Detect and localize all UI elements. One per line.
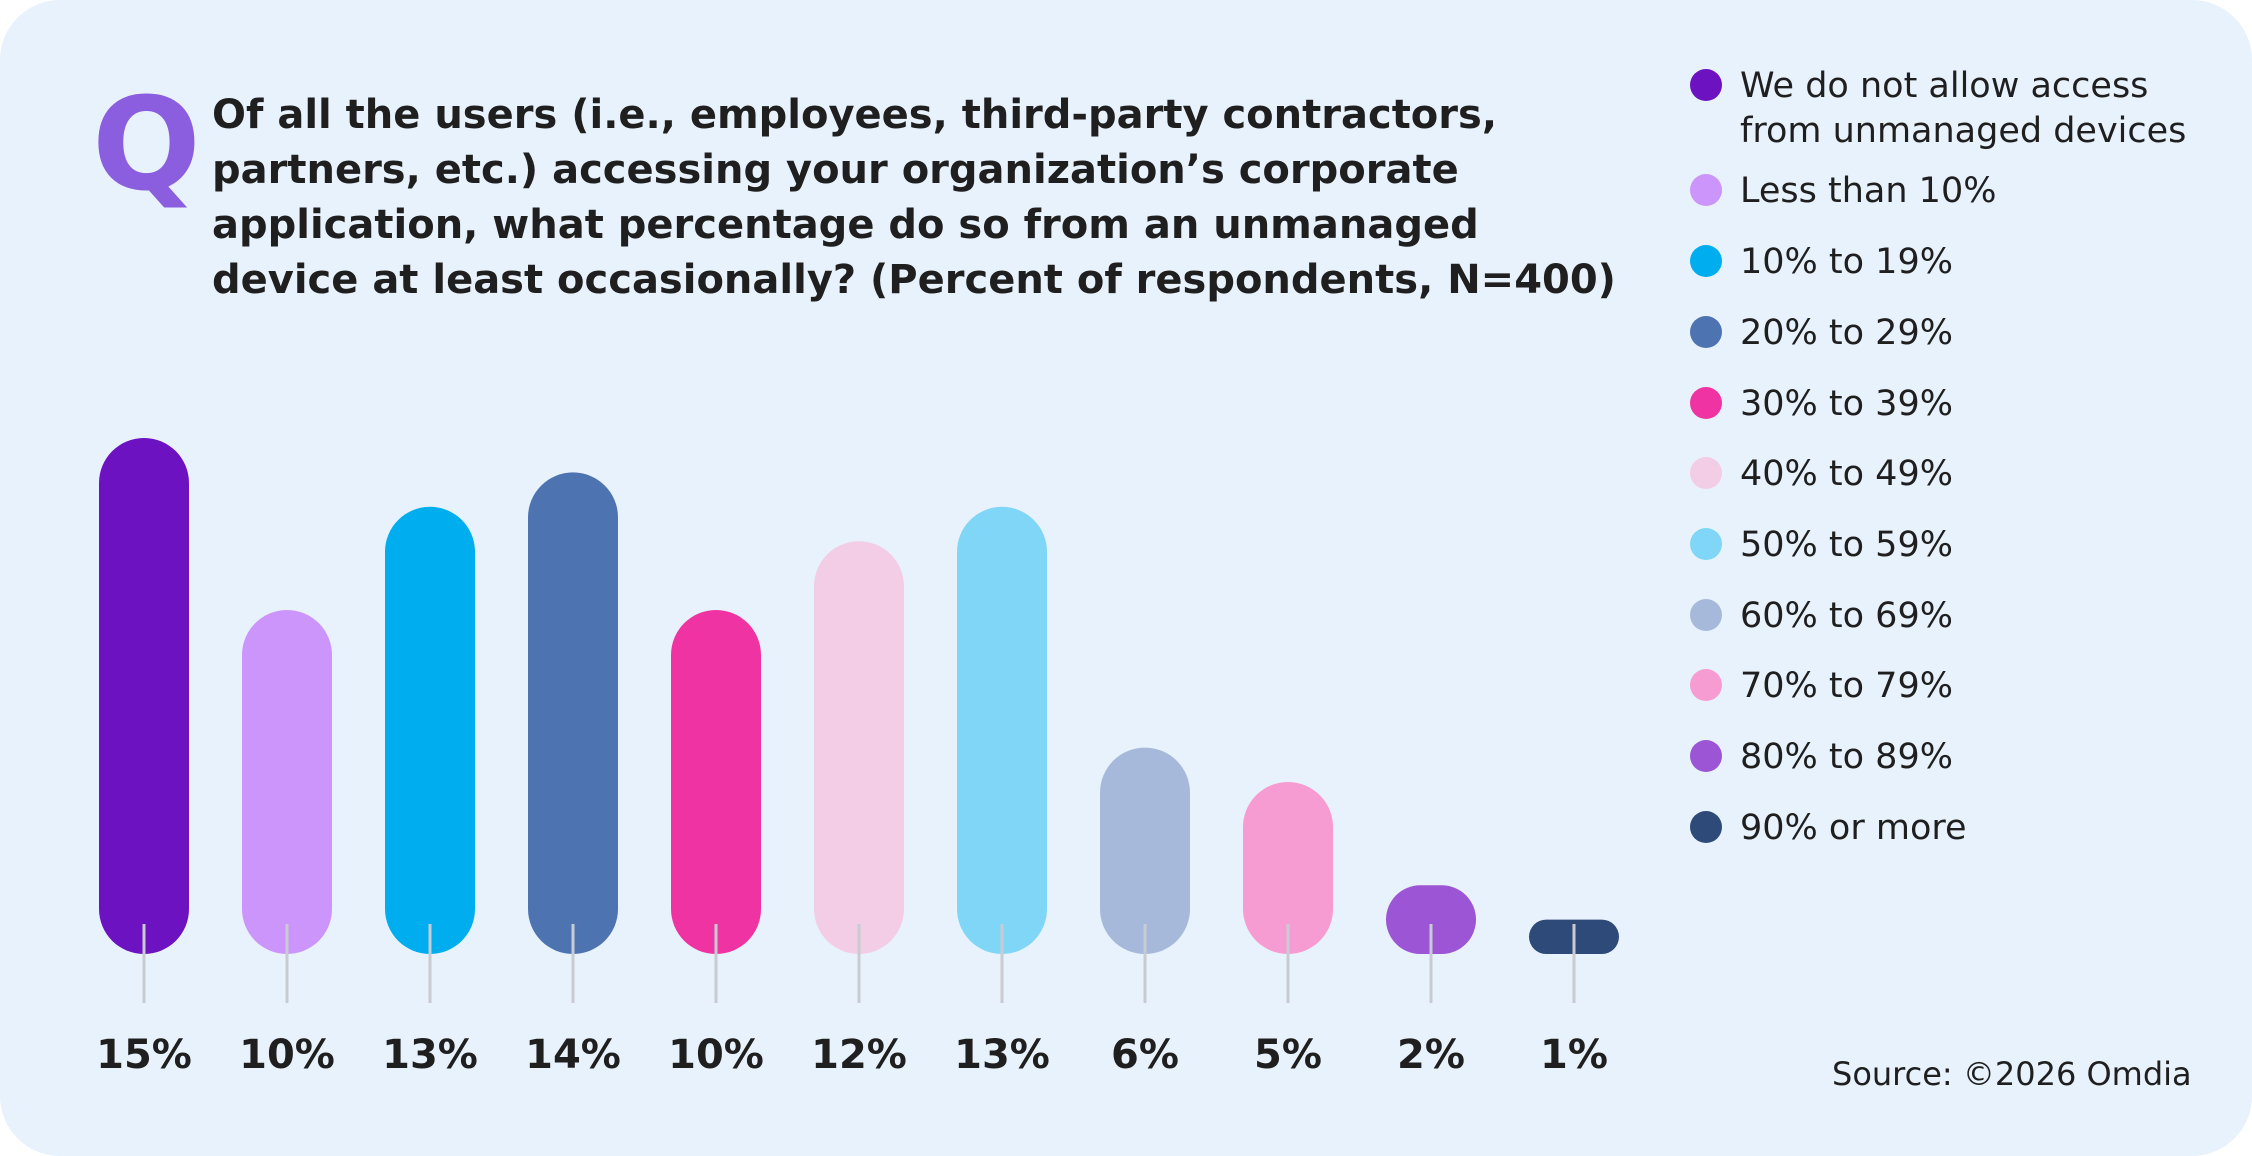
bar-9	[1243, 782, 1333, 954]
data-label-1: 15%	[96, 1032, 192, 1078]
data-label-7: 13%	[954, 1032, 1050, 1078]
data-label-4: 14%	[525, 1032, 621, 1078]
data-label-9: 5%	[1254, 1032, 1322, 1078]
bar-10	[1386, 885, 1476, 954]
data-label-11: 1%	[1540, 1032, 1608, 1078]
bar-2	[242, 610, 332, 954]
legend-label: 40% to 49%	[1740, 454, 1953, 494]
data-label-3: 13%	[382, 1032, 478, 1078]
legend-swatch-icon	[1690, 669, 1722, 701]
bar-6	[814, 541, 904, 954]
legend-item-6: 40% to 49%	[1690, 452, 2220, 497]
legend-swatch-icon	[1690, 740, 1722, 772]
legend-swatch-icon	[1690, 811, 1722, 843]
data-label-6: 12%	[811, 1032, 907, 1078]
data-label-5: 10%	[668, 1032, 764, 1078]
legend-label: Less than 10%	[1740, 171, 1997, 211]
legend-label: 70% to 79%	[1740, 666, 1953, 706]
legend-label: 90% or more	[1740, 808, 1967, 848]
legend-swatch-icon	[1690, 316, 1722, 348]
legend-item-10: 80% to 89%	[1690, 735, 2220, 780]
legend-label: 60% to 69%	[1740, 596, 1953, 636]
bar-1	[99, 438, 189, 954]
legend-swatch-icon	[1690, 174, 1722, 206]
legend-item-1: We do not allow access from unmanaged de…	[1690, 64, 2220, 154]
legend-swatch-icon	[1690, 599, 1722, 631]
bar-4	[528, 472, 618, 954]
legend-item-8: 60% to 69%	[1690, 594, 2220, 639]
legend-item-3: 10% to 19%	[1690, 240, 2220, 285]
bar-3	[385, 506, 475, 954]
legend-label: 80% to 89%	[1740, 737, 1953, 777]
legend-label: 10% to 19%	[1740, 242, 1953, 282]
source-note: Source: ©2026 Omdia	[1832, 1055, 2192, 1093]
legend-swatch-icon	[1690, 387, 1722, 419]
legend-item-7: 50% to 59%	[1690, 523, 2220, 568]
legend-label: We do not allow access from unmanaged de…	[1740, 66, 2187, 151]
legend-swatch-icon	[1690, 245, 1722, 277]
legend-item-2: Less than 10%	[1690, 169, 2220, 214]
legend-label: 30% to 39%	[1740, 384, 1953, 424]
legend-swatch-icon	[1690, 457, 1722, 489]
legend-swatch-icon	[1690, 69, 1722, 101]
legend-label: 50% to 59%	[1740, 525, 1953, 565]
chart-question-title: Of all the users (i.e., employees, third…	[212, 92, 1616, 303]
legend-label: 20% to 29%	[1740, 313, 1953, 353]
data-label-8: 6%	[1111, 1032, 1179, 1078]
bar-8	[1100, 747, 1190, 954]
legend-item-9: 70% to 79%	[1690, 664, 2220, 709]
legend-item-5: 30% to 39%	[1690, 382, 2220, 427]
legend-item-11: 90% or more	[1690, 806, 2220, 851]
question-mark-icon: Q	[92, 71, 201, 220]
legend-swatch-icon	[1690, 528, 1722, 560]
bar-7	[957, 506, 1047, 954]
data-label-10: 2%	[1397, 1032, 1465, 1078]
bar-5	[671, 610, 761, 954]
data-label-2: 10%	[239, 1032, 335, 1078]
legend-item-4: 20% to 29%	[1690, 311, 2220, 356]
